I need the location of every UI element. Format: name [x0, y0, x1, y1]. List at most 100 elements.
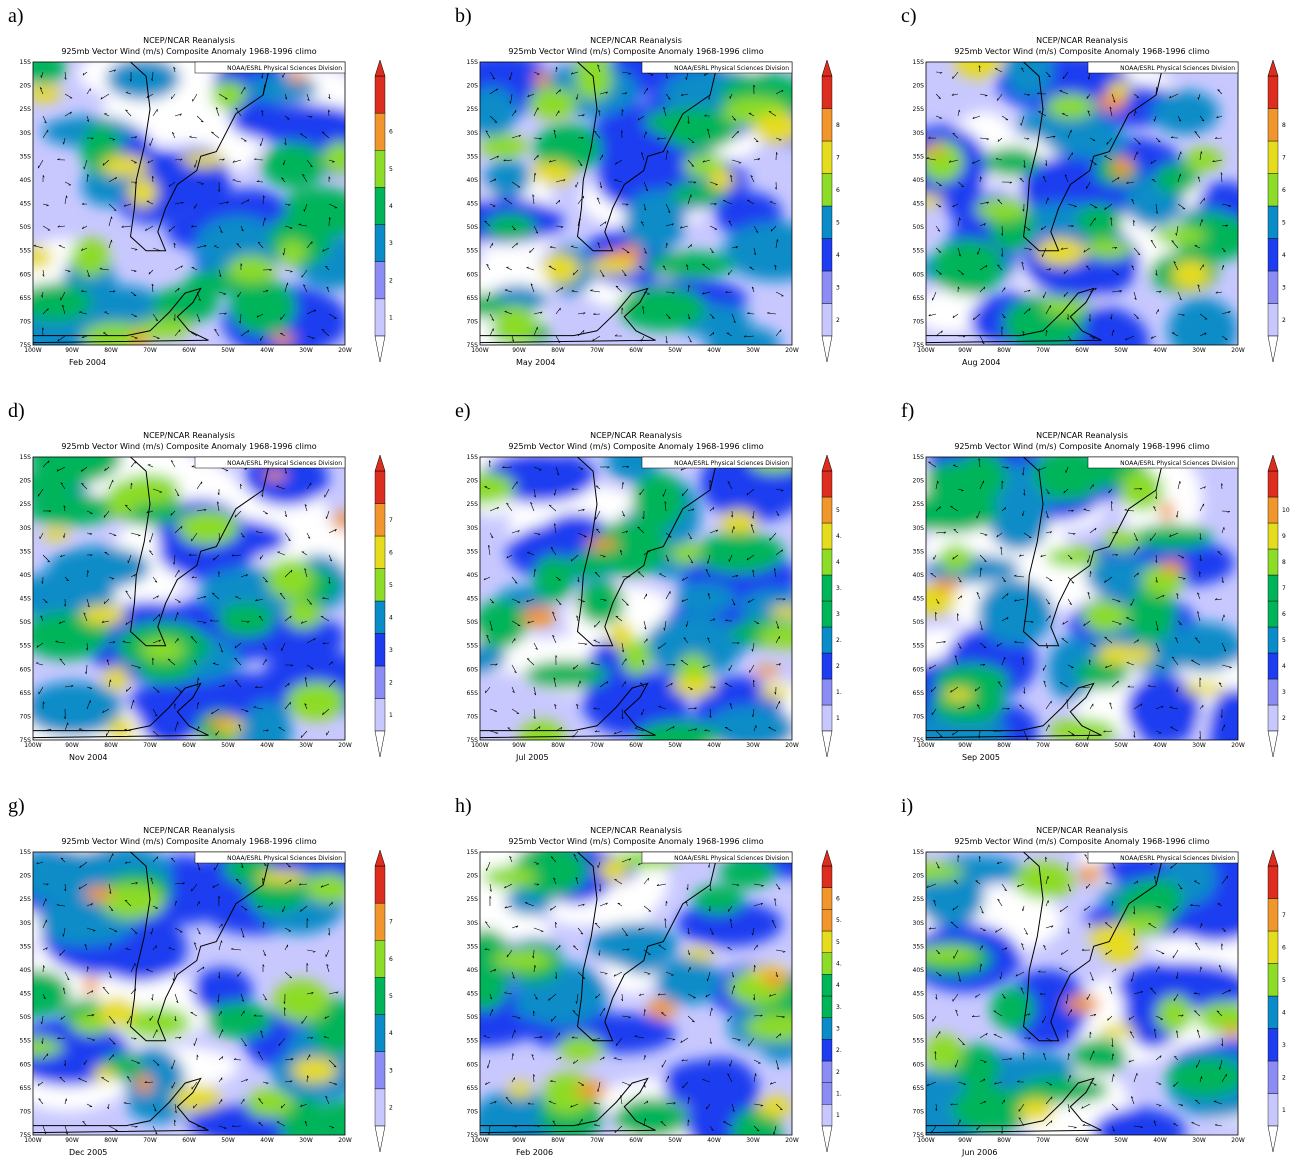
lon-label: 100W: [24, 1137, 41, 1144]
colorbar-segment: [375, 940, 385, 977]
lat-label: 20S: [467, 83, 479, 90]
anomaly-region: [284, 187, 357, 222]
colorbar-segment: [822, 627, 832, 653]
lon-label: 20W: [785, 742, 799, 749]
date-label: Nov 2004: [69, 753, 108, 762]
colorbar-arrow: [375, 455, 385, 471]
anomaly-region: [1207, 688, 1264, 762]
lat-label: 45S: [913, 201, 925, 208]
panel-title: 925mb Vector Wind (m/s) Composite Anomal…: [61, 442, 316, 451]
panel: g)NCEP/NCAR Reanalysis925mb Vector Wind …: [0, 795, 393, 1157]
colorbar-segment: [375, 262, 385, 299]
lon-label: 50W: [668, 742, 682, 749]
lon-label: 90W: [958, 1137, 972, 1144]
lon-label: 100W: [471, 347, 488, 354]
lat-label: 40S: [467, 967, 479, 974]
source-note: NOAA/ESRL Physical Sciences Division: [1120, 65, 1235, 72]
colorbar-segment: [822, 888, 832, 910]
panel-title: NCEP/NCAR Reanalysis: [143, 431, 235, 440]
panel-title: 925mb Vector Wind (m/s) Composite Anomal…: [61, 837, 316, 846]
lat-label: 40S: [913, 967, 925, 974]
anomaly-region: [1059, 122, 1127, 159]
colorbar-label: 1: [389, 314, 393, 321]
anomaly-region: [1166, 1057, 1244, 1097]
lat-label: 65S: [20, 690, 32, 697]
anomaly-region: [984, 147, 1041, 176]
anomaly-region: [756, 1096, 792, 1117]
colorbar-label: 7: [1282, 585, 1286, 592]
lat-label: 25S: [20, 106, 32, 113]
anomaly-region: [614, 1097, 687, 1138]
colorbar-segment: [375, 76, 385, 113]
anomaly-region: [528, 88, 577, 120]
colorbar-segment: [1268, 549, 1278, 575]
panel-title: 925mb Vector Wind (m/s) Composite Anomal…: [61, 47, 316, 56]
colorbar-label: 6: [1282, 944, 1286, 951]
lon-label: 40W: [260, 1137, 274, 1144]
anomaly-region: [745, 1013, 813, 1042]
colorbar-segment: [1268, 174, 1278, 207]
lat-label: 20S: [913, 478, 925, 485]
lat-label: 15S: [467, 59, 479, 66]
anomaly-region: [1093, 1108, 1186, 1155]
anomaly-region: [577, 581, 624, 625]
lat-label: 40S: [913, 572, 925, 579]
panel-title: NCEP/NCAR Reanalysis: [1036, 36, 1128, 45]
lat-label: 50S: [913, 224, 925, 231]
anomaly-region: [507, 1082, 533, 1098]
lon-label: 80W: [551, 742, 565, 749]
panel: f)NCEP/NCAR Reanalysis925mb Vector Wind …: [869, 400, 1289, 762]
lat-label: 55S: [20, 643, 32, 650]
lat-label: 20S: [913, 873, 925, 880]
anomaly-region: [524, 660, 608, 688]
anomaly-region: [932, 239, 1004, 295]
date-label: Feb 2006: [516, 1148, 553, 1157]
lat-label: 35S: [913, 548, 925, 555]
colorbar-label: 2: [836, 1069, 840, 1076]
anomaly-region: [278, 239, 307, 265]
lon-label: 60W: [629, 347, 643, 354]
colorbar-segment: [375, 903, 385, 940]
colorbar-label: 4: [389, 1030, 393, 1037]
colorbar-segment: [1268, 206, 1278, 239]
colorbar-label: 2.: [836, 637, 842, 644]
colorbar-segment: [822, 909, 832, 931]
anomaly-region: [977, 579, 1052, 645]
lon-label: 20W: [1231, 1137, 1245, 1144]
lon-label: 90W: [65, 1137, 79, 1144]
colorbar-label: 5: [836, 507, 840, 514]
lat-label: 65S: [20, 295, 32, 302]
panel-title: NCEP/NCAR Reanalysis: [590, 431, 682, 440]
anomaly-region: [1183, 682, 1225, 695]
colorbar-segment: [375, 569, 385, 602]
anomaly-region: [897, 863, 964, 882]
lon-label: 80W: [997, 1137, 1011, 1144]
colorbar-label: 8: [836, 122, 840, 129]
colorbar-segment: [375, 601, 385, 634]
colorbar-segment: [375, 187, 385, 224]
lat-label: 30S: [467, 130, 479, 137]
colorbar-label: 4: [1282, 663, 1286, 670]
lat-label: 40S: [467, 177, 479, 184]
anomaly-region: [84, 886, 114, 901]
lat-label: 35S: [467, 153, 479, 160]
colorbar-segment: [822, 76, 832, 109]
lon-label: 70W: [143, 742, 157, 749]
lon-label: 80W: [104, 347, 118, 354]
colorbar-segment: [822, 953, 832, 975]
lon-label: 100W: [471, 1137, 488, 1144]
lon-label: 50W: [1114, 1137, 1128, 1144]
lat-label: 70S: [913, 318, 925, 325]
colorbar-arrow: [375, 60, 385, 76]
lat-label: 30S: [467, 920, 479, 927]
colorbar-label: 3: [389, 647, 393, 654]
anomaly-region: [1073, 1038, 1127, 1074]
anomaly-region: [243, 701, 292, 758]
lat-label: 20S: [913, 83, 925, 90]
colorbar-label: 2: [389, 679, 393, 686]
colorbar-segment: [1268, 601, 1278, 627]
lon-label: 40W: [260, 347, 274, 354]
colorbar-arrow: [1268, 336, 1278, 362]
lat-label: 30S: [913, 130, 925, 137]
